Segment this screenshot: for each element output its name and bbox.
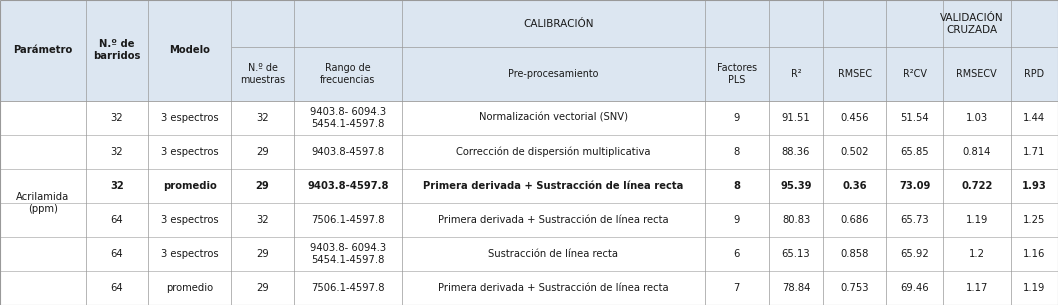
Text: 29: 29 [256,181,270,191]
Text: 65.92: 65.92 [900,249,929,259]
Bar [0,101,1058,135]
Text: 32: 32 [110,147,123,157]
Text: 32: 32 [110,113,123,123]
Text: 1.17: 1.17 [966,283,988,293]
Text: Primera derivada + Sustracción de línea recta: Primera derivada + Sustracción de línea … [438,283,669,293]
Text: 7506.1-4597.8: 7506.1-4597.8 [311,215,384,225]
Text: 1.71: 1.71 [1023,147,1045,157]
Text: 3 espectros: 3 espectros [161,113,219,123]
Text: 1.93: 1.93 [1022,181,1046,191]
Bar [0,271,1058,305]
Text: 1.19: 1.19 [1023,283,1045,293]
Text: 1.03: 1.03 [966,113,988,123]
Text: N.º de
barridos: N.º de barridos [93,39,141,61]
Text: 0.502: 0.502 [840,147,869,157]
Text: 65.13: 65.13 [782,249,810,259]
Text: 0.36: 0.36 [842,181,868,191]
Text: 0.814: 0.814 [963,147,991,157]
Text: 7506.1-4597.8: 7506.1-4597.8 [311,283,384,293]
Text: 91.51: 91.51 [782,113,810,123]
Text: 1.44: 1.44 [1023,113,1045,123]
Text: 88.36: 88.36 [782,147,810,157]
Text: 32: 32 [110,181,124,191]
Text: promedio: promedio [163,181,217,191]
Text: CALIBRACIÓN: CALIBRACIÓN [524,19,595,29]
Text: 65.85: 65.85 [900,147,929,157]
Text: Parámetro: Parámetro [14,45,73,55]
Text: Rango de
frecuencias: Rango de frecuencias [321,63,376,85]
Text: 32: 32 [256,113,269,123]
Text: 8: 8 [733,181,741,191]
Text: 9403.8- 6094.3
5454.1-4597.8: 9403.8- 6094.3 5454.1-4597.8 [310,107,386,129]
Text: 51.54: 51.54 [900,113,929,123]
Bar [0,169,1058,203]
Text: 3 espectros: 3 espectros [161,249,219,259]
Text: RPD: RPD [1024,69,1044,79]
Text: 6: 6 [733,249,740,259]
Text: 29: 29 [256,147,269,157]
Text: 64: 64 [110,215,123,225]
Text: Acrilamida
(ppm): Acrilamida (ppm) [16,192,70,214]
Text: 1.19: 1.19 [966,215,988,225]
Text: 1.16: 1.16 [1023,249,1045,259]
Text: 64: 64 [110,283,123,293]
Text: 7: 7 [733,283,740,293]
Text: 29: 29 [256,249,269,259]
Text: 95.39: 95.39 [781,181,811,191]
Text: 9403.8-4597.8: 9403.8-4597.8 [307,181,388,191]
Text: 9403.8- 6094.3
5454.1-4597.8: 9403.8- 6094.3 5454.1-4597.8 [310,243,386,265]
Text: RMSECV: RMSECV [956,69,997,79]
Text: Factores
PLS: Factores PLS [716,63,756,85]
Text: 0.686: 0.686 [840,215,869,225]
Text: 80.83: 80.83 [782,215,810,225]
Text: 3 espectros: 3 espectros [161,215,219,225]
Text: 69.46: 69.46 [900,283,929,293]
Text: 29: 29 [256,283,269,293]
Text: Pre-procesamiento: Pre-procesamiento [508,69,599,79]
Text: 0.456: 0.456 [840,113,869,123]
Bar [0,0,232,101]
Text: 0.753: 0.753 [840,283,869,293]
Text: 1.2: 1.2 [969,249,985,259]
Text: Normalización vectorial (SNV): Normalización vectorial (SNV) [479,113,627,123]
Text: Sustracción de línea recta: Sustracción de línea recta [489,249,618,259]
Text: RMSEC: RMSEC [838,69,872,79]
Bar [0,203,1058,237]
Text: 73.09: 73.09 [899,181,930,191]
Text: R²: R² [790,69,801,79]
Text: 64: 64 [110,249,123,259]
Text: Corrección de dispersión multiplicativa: Corrección de dispersión multiplicativa [456,146,651,157]
Text: 3 espectros: 3 espectros [161,147,219,157]
Text: 65.73: 65.73 [900,215,929,225]
Text: Primera derivada + Sustracción de línea recta: Primera derivada + Sustracción de línea … [423,181,683,191]
Text: Primera derivada + Sustracción de línea recta: Primera derivada + Sustracción de línea … [438,215,669,225]
Text: 1.25: 1.25 [1023,215,1045,225]
Text: promedio: promedio [166,283,214,293]
Text: 8: 8 [733,147,740,157]
Text: 0.858: 0.858 [840,249,869,259]
Bar [0,0,1058,47]
Bar [0,237,1058,271]
Text: 9: 9 [733,215,740,225]
Text: N.º de
muestras: N.º de muestras [240,63,285,85]
Text: 78.84: 78.84 [782,283,810,293]
Text: 9403.8-4597.8: 9403.8-4597.8 [311,147,384,157]
Bar [0,135,1058,169]
Text: 0.722: 0.722 [961,181,992,191]
Text: VALIDACIÓN
CRUZADA: VALIDACIÓN CRUZADA [941,13,1004,35]
Bar [232,47,1058,101]
Text: Modelo: Modelo [169,45,211,55]
Text: R²CV: R²CV [902,69,927,79]
Text: 32: 32 [256,215,269,225]
Text: 9: 9 [733,113,740,123]
